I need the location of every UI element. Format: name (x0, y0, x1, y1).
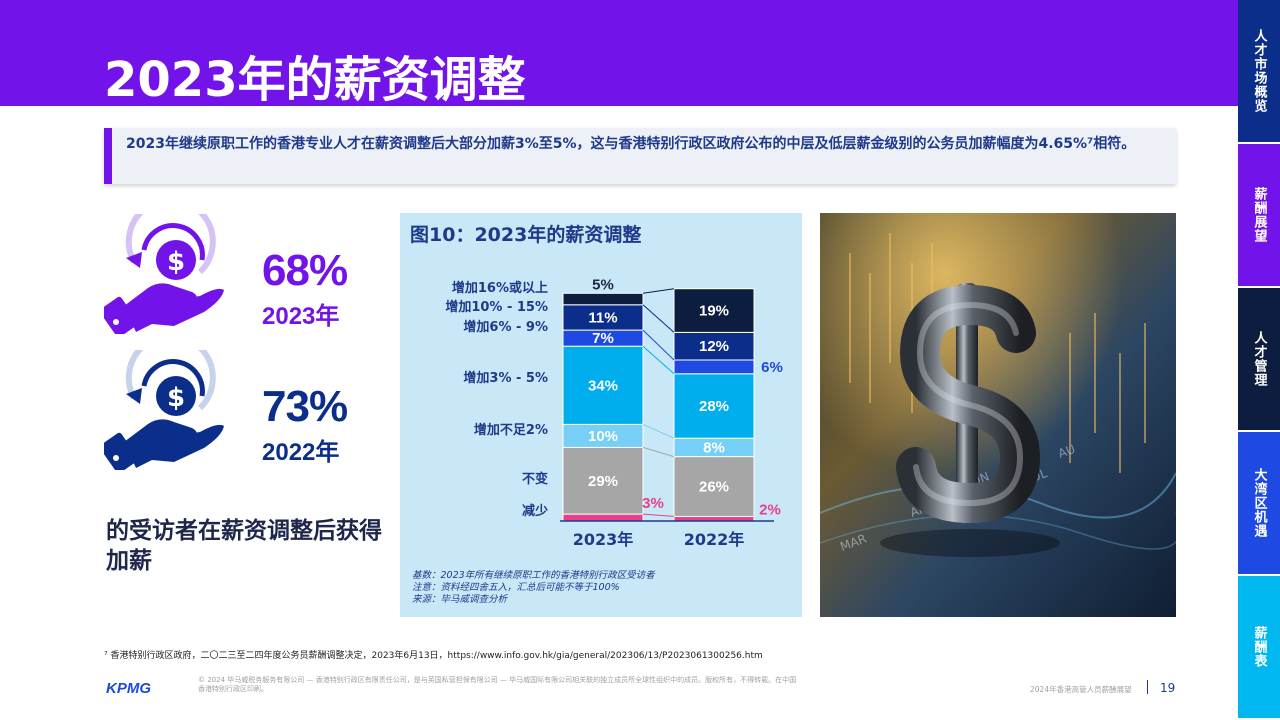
data-label: 3% (642, 495, 664, 512)
footer-divider (1147, 680, 1148, 694)
stat-percentage: 73% (262, 382, 348, 431)
data-label: 6% (761, 359, 783, 376)
photo-text-mark: AU (1056, 442, 1077, 461)
connector-line (642, 288, 675, 294)
bar-segment (562, 345, 644, 425)
page-title: 2023年的薪资调整 (104, 52, 526, 108)
tab-gba-opportunities[interactable]: 大湾区机遇 (1238, 432, 1280, 576)
bar-segment (673, 359, 755, 375)
document-title: 2024年香港高管人员薪酬展望 (1030, 685, 1132, 694)
section-tabs: 人才市场概览 薪酬展望 人才管理 大湾区机遇 薪酬表 (1238, 0, 1280, 720)
data-label: 2% (759, 501, 781, 518)
series-label: 增加10% - 15% (445, 299, 548, 315)
stats-caption: 的受访者在薪资调整后获得加薪 (106, 518, 382, 574)
connector-line (642, 446, 675, 458)
intro-text: 2023年继续原职工作的香港专业人才在薪资调整后大部分加薪3%至5%，这与香港特… (126, 136, 1136, 152)
data-label: 26% (699, 479, 729, 496)
tab-label: 大湾区机遇 (1251, 468, 1267, 538)
svg-text:$: $ (167, 383, 185, 413)
tab-label: 薪酬表 (1251, 626, 1267, 668)
data-label: 12% (699, 338, 729, 355)
data-label: 10% (588, 428, 618, 445)
data-label: 11% (588, 309, 617, 326)
chart-panel: 3% 29% 10% 34% 7% 11% 5% 2023年 2% 26% 8% 28% 6% 12% 19… (400, 213, 802, 617)
bar-segment (673, 456, 755, 517)
footnote: ⁷ 香港特别行政区政府，二〇二三至二四年度公务员薪酬调整决定，2023年6月13… (104, 651, 763, 661)
series-label: 不变 (522, 471, 548, 487)
connector-line (642, 304, 675, 333)
bar-segment (562, 446, 644, 515)
legal-text: © 2024 毕马威税务服务有限公司 — 香港特别行政区有限责任公司，是与英国私… (198, 676, 797, 693)
stat-year: 2022年 (262, 439, 340, 466)
chart-note: 来源：毕马威调查分析 (412, 594, 508, 605)
series-label: 减少 (522, 503, 548, 519)
tab-talent-market[interactable]: 人才市场概览 (1238, 0, 1280, 144)
chart-notes: 基数：2023年所有继续原职工作的香港特别行政区受访者 注意：资料经四舍五入，汇… (412, 570, 655, 606)
tab-salary-tables[interactable]: 薪酬表 (1238, 576, 1280, 720)
svg-text:$: $ (167, 247, 185, 277)
series-label: 增加3% - 5% (463, 370, 548, 386)
kpmg-logo: KPMG (106, 680, 151, 697)
stat-year: 2023年 (262, 303, 340, 330)
data-label: 19% (699, 303, 729, 320)
bar-segment (673, 373, 755, 439)
data-label: 7% (592, 330, 614, 347)
data-label: 8% (703, 439, 725, 456)
salary-hand-icon: $ (104, 214, 224, 334)
intro-callout: 2023年继续原职工作的香港专业人才在薪资调整后大部分加薪3%至5%，这与香港特… (104, 128, 1176, 184)
tab-talent-management[interactable]: 人才管理 (1238, 288, 1280, 432)
dollar-sign-photo: MAR JUN JUL AU AP (820, 213, 1176, 617)
dollar-sign-icon (896, 283, 1041, 524)
header-band (0, 0, 1238, 106)
tab-salary-outlook[interactable]: 薪酬展望 (1238, 144, 1280, 288)
bar-segment (562, 513, 644, 522)
category-label: 2023年 (573, 530, 634, 549)
bar-segment (562, 304, 644, 331)
tab-label: 人才管理 (1251, 331, 1267, 387)
data-label: 29% (588, 473, 618, 490)
page-number: 19 (1160, 681, 1176, 695)
category-label: 2022年 (684, 530, 745, 549)
bar-segment (673, 288, 755, 333)
stacked-bar-chart: 3% 29% 10% 34% 7% 11% 5% 2023年 2% 26% 8% 28% 6% 12% 19… (445, 276, 783, 549)
connector-line (642, 423, 675, 439)
salary-hand-icon: $ (104, 350, 224, 470)
data-label: 34% (588, 377, 618, 394)
connector-line (642, 329, 675, 361)
tab-label: 薪酬展望 (1251, 187, 1267, 243)
series-label: 增加不足2% (474, 422, 548, 438)
data-label: 28% (699, 398, 729, 415)
chart-title: 图10：2023年的薪资调整 (410, 224, 642, 246)
tab-label: 人才市场概览 (1251, 29, 1267, 113)
connector-line (642, 513, 675, 517)
series-label: 增加16%或以上 (452, 280, 548, 296)
chart-note: 注意：资料经四舍五入，汇总后可能不等于100% (412, 582, 620, 593)
bar-segment (562, 292, 644, 306)
series-label: 增加6% - 9% (463, 319, 548, 335)
stat-percentage: 68% (262, 246, 348, 295)
data-label: 5% (592, 276, 614, 293)
connector-line (642, 345, 675, 375)
chart-note: 基数：2023年所有继续原职工作的香港特别行政区受访者 (412, 570, 655, 581)
